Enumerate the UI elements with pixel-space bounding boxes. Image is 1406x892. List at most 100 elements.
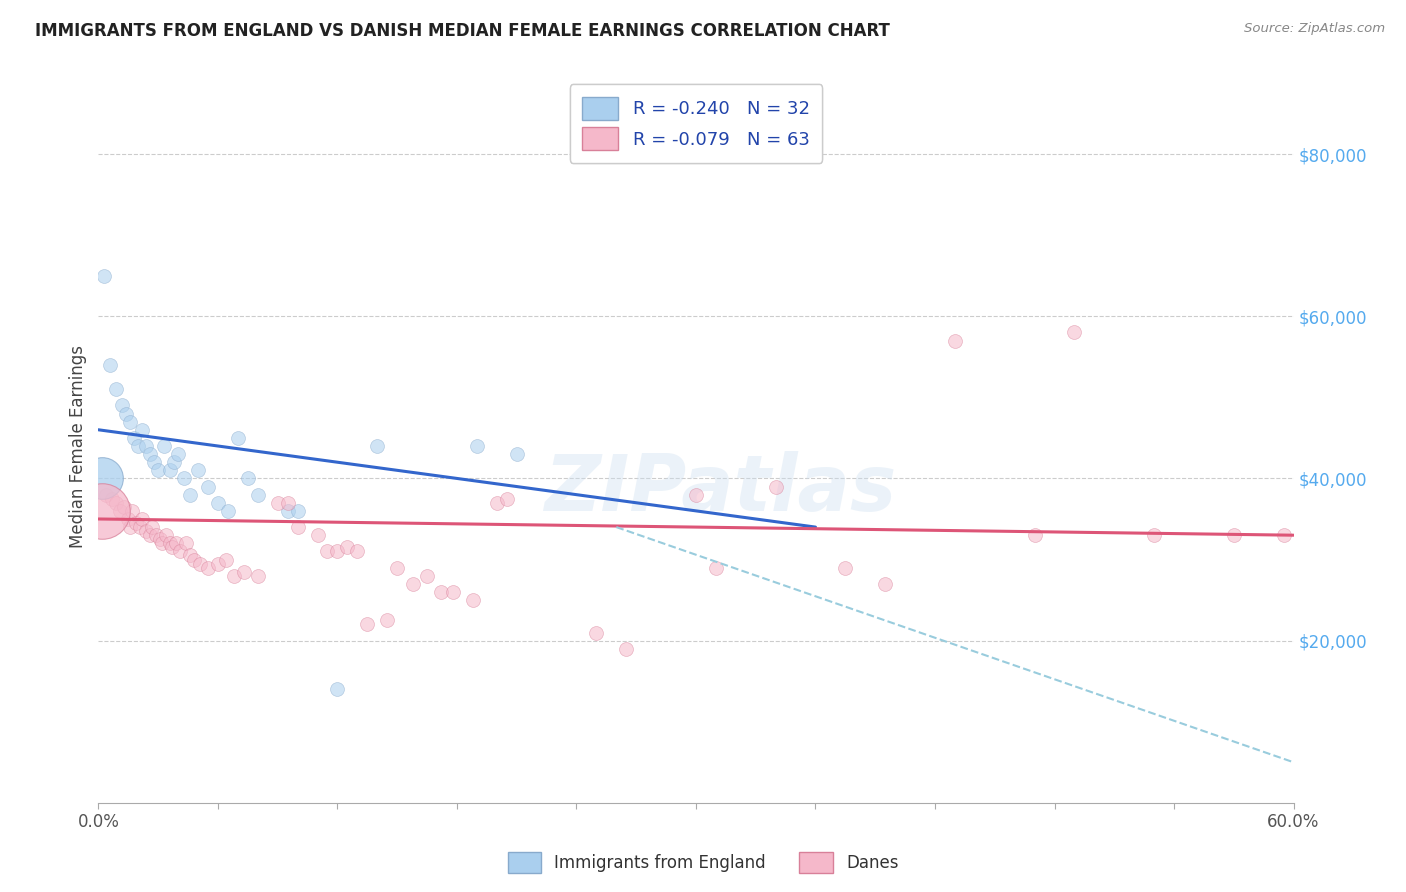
- Point: [131, 423, 153, 437]
- Point: [101, 491, 124, 506]
- Point: [139, 528, 162, 542]
- Point: [173, 471, 195, 485]
- Point: [163, 455, 186, 469]
- Point: [246, 568, 269, 582]
- Point: [765, 479, 787, 493]
- Point: [287, 520, 309, 534]
- Point: [159, 536, 181, 550]
- Point: [506, 447, 529, 461]
- Point: [385, 560, 409, 574]
- Point: [120, 520, 142, 534]
- Point: [416, 568, 439, 582]
- Point: [179, 488, 201, 502]
- Point: [179, 549, 201, 563]
- Point: [375, 613, 398, 627]
- Point: [485, 496, 508, 510]
- Point: [135, 439, 157, 453]
- Point: [121, 504, 143, 518]
- Point: [875, 577, 897, 591]
- Point: [943, 334, 966, 348]
- Point: [336, 541, 359, 555]
- Point: [207, 496, 229, 510]
- Point: [267, 496, 290, 510]
- Point: [366, 439, 388, 453]
- Point: [124, 431, 146, 445]
- Point: [115, 407, 138, 421]
- Point: [141, 520, 163, 534]
- Text: Source: ZipAtlas.com: Source: ZipAtlas.com: [1244, 22, 1385, 36]
- Point: [197, 560, 219, 574]
- Point: [149, 533, 172, 547]
- Point: [834, 560, 856, 574]
- Point: [1272, 528, 1295, 542]
- Point: [1024, 528, 1046, 542]
- Legend: Immigrants from England, Danes: Immigrants from England, Danes: [501, 846, 905, 880]
- Point: [307, 528, 329, 542]
- Point: [117, 512, 139, 526]
- Y-axis label: Median Female Earnings: Median Female Earnings: [69, 344, 87, 548]
- Point: [246, 488, 269, 502]
- Point: [131, 512, 153, 526]
- Point: [585, 625, 607, 640]
- Point: [430, 585, 453, 599]
- Point: [148, 463, 170, 477]
- Point: [495, 491, 517, 506]
- Point: [169, 544, 191, 558]
- Point: [222, 568, 245, 582]
- Point: [91, 504, 114, 518]
- Point: [93, 268, 115, 283]
- Point: [207, 557, 229, 571]
- Point: [614, 641, 637, 656]
- Point: [165, 536, 187, 550]
- Point: [139, 447, 162, 461]
- Point: [287, 504, 309, 518]
- Point: [159, 463, 181, 477]
- Point: [356, 617, 378, 632]
- Point: [326, 544, 349, 558]
- Point: [120, 415, 142, 429]
- Point: [197, 479, 219, 493]
- Point: [465, 439, 488, 453]
- Point: [91, 471, 114, 485]
- Point: [112, 500, 135, 514]
- Point: [685, 488, 707, 502]
- Point: [153, 439, 176, 453]
- Text: IMMIGRANTS FROM ENGLAND VS DANISH MEDIAN FEMALE EARNINGS CORRELATION CHART: IMMIGRANTS FROM ENGLAND VS DANISH MEDIAN…: [35, 22, 890, 40]
- Point: [110, 504, 132, 518]
- Point: [174, 536, 197, 550]
- Point: [704, 560, 727, 574]
- Point: [226, 431, 249, 445]
- Point: [145, 528, 167, 542]
- Point: [316, 544, 339, 558]
- Point: [155, 528, 177, 542]
- Point: [1063, 326, 1085, 340]
- Point: [402, 577, 425, 591]
- Point: [129, 520, 152, 534]
- Point: [188, 557, 211, 571]
- Point: [236, 471, 259, 485]
- Point: [150, 536, 173, 550]
- Point: [441, 585, 464, 599]
- Point: [277, 504, 299, 518]
- Point: [98, 358, 122, 372]
- Point: [127, 439, 149, 453]
- Point: [183, 552, 205, 566]
- Point: [1143, 528, 1166, 542]
- Point: [105, 496, 128, 510]
- Point: [160, 541, 183, 555]
- Point: [187, 463, 209, 477]
- Point: [125, 516, 148, 530]
- Point: [326, 682, 349, 697]
- Point: [111, 399, 134, 413]
- Legend: R = -0.240   N = 32, R = -0.079   N = 63: R = -0.240 N = 32, R = -0.079 N = 63: [569, 84, 823, 163]
- Text: ZIPatlas: ZIPatlas: [544, 450, 896, 527]
- Point: [217, 504, 239, 518]
- Point: [96, 488, 118, 502]
- Point: [135, 524, 157, 538]
- Point: [143, 455, 166, 469]
- Point: [277, 496, 299, 510]
- Point: [346, 544, 368, 558]
- Point: [232, 565, 254, 579]
- Point: [1223, 528, 1246, 542]
- Point: [461, 593, 484, 607]
